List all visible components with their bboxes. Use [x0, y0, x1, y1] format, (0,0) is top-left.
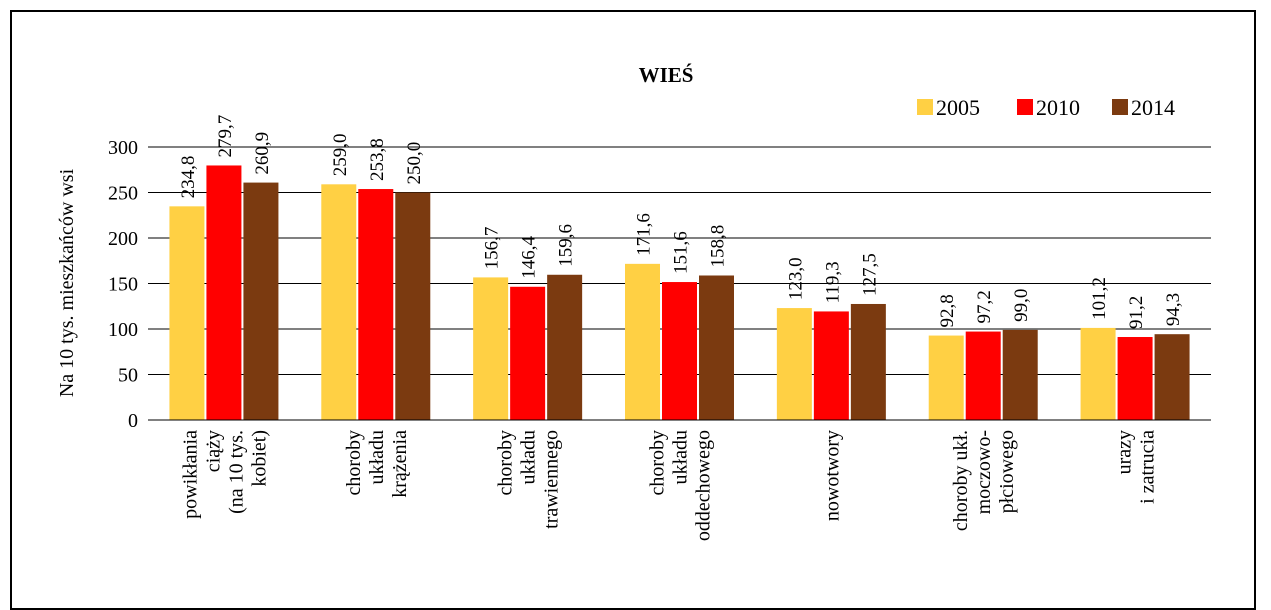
legend-swatch-2010	[1017, 99, 1033, 115]
data-label: 101,2	[1089, 277, 1110, 320]
data-label: 91,2	[1126, 296, 1147, 329]
x-tick-label: choroby	[495, 430, 517, 496]
data-label: 146,4	[519, 236, 540, 279]
bar-2014	[547, 274, 583, 420]
y-tick-label: 300	[108, 137, 138, 159]
x-tick-label: moczowo-	[973, 430, 995, 514]
data-label: 253,8	[367, 138, 388, 181]
data-label: 151,6	[671, 231, 692, 274]
bar-2010	[358, 189, 394, 420]
chart-title: WIEŚ	[639, 63, 694, 87]
y-axis-label: Na 10 tys. mieszkańców wsi	[56, 168, 78, 397]
bar-2014	[243, 182, 279, 420]
bar-2014	[699, 275, 734, 420]
x-tick-label: układu	[518, 430, 540, 484]
bar-2014	[395, 192, 431, 420]
x-tick-label: nowotwory	[821, 430, 843, 521]
legend-swatch-2014	[1112, 99, 1128, 115]
x-tick-label: choroby ukł.	[950, 430, 972, 531]
legend-swatch-2005	[917, 99, 933, 115]
x-tick-label: oddechowego	[693, 430, 715, 541]
x-tick-label: choroby	[343, 430, 365, 496]
y-tick-label: 50	[118, 365, 138, 387]
bar-2005	[1080, 327, 1116, 420]
data-label: 250,0	[404, 142, 425, 185]
data-label: 92,8	[937, 294, 958, 327]
bar-2005	[321, 184, 357, 420]
x-tick-label: trawiennego	[541, 430, 563, 529]
x-tick-labels: powikłania ciąży (na 10 tys. kobiet) choroby…	[179, 430, 1158, 541]
bar-2010	[662, 282, 697, 420]
bar-2010	[813, 311, 849, 420]
bar-2010	[510, 286, 546, 420]
data-label: 123,0	[785, 257, 806, 300]
data-label: 260,9	[252, 132, 273, 175]
data-labels: 234,8 279,7 260,9 259,0 253,8 250,0 156,7 146,4…	[178, 115, 1184, 329]
legend-label: 2010	[1036, 95, 1080, 120]
bar-2014	[1154, 334, 1190, 420]
x-tick-label: ciąży	[202, 430, 224, 472]
bar-2014	[850, 303, 886, 420]
y-tick-labels: 0 50 100 150 200 250 300	[108, 137, 138, 432]
y-tick-label: 100	[108, 319, 138, 341]
x-tick-label: płciowego	[996, 430, 1018, 513]
data-label: 99,0	[1011, 289, 1032, 322]
y-tick-label: 0	[128, 410, 138, 432]
y-tick-label: 200	[108, 228, 138, 250]
x-tick-label: choroby	[647, 430, 669, 496]
bar-2010	[965, 331, 1001, 420]
legend: 2005 2010 2014	[917, 95, 1175, 120]
data-label: 159,6	[556, 224, 577, 267]
bar-2010	[206, 165, 242, 420]
legend-label: 2014	[1131, 95, 1175, 120]
bars	[169, 165, 1190, 420]
data-label: 234,8	[178, 156, 199, 199]
bar-2005	[928, 335, 964, 420]
data-label: 171,6	[634, 213, 655, 256]
x-tick-label: i zatrucia	[1137, 430, 1159, 504]
bar-2005	[169, 206, 205, 420]
y-tick-label: 150	[108, 274, 138, 296]
data-label: 156,7	[482, 227, 503, 270]
bar-2014	[1002, 329, 1038, 420]
x-tick-label: układu	[670, 430, 692, 484]
bar-2005	[625, 263, 660, 420]
x-tick-label: powikłania	[179, 430, 201, 519]
x-tick-label: układu	[366, 430, 388, 484]
y-tick-label: 250	[108, 183, 138, 205]
data-label: 127,5	[859, 253, 880, 296]
bar-chart: 0 50 100 150 200 250 300 powikłania ciąży (na 10…	[56, 63, 1211, 541]
data-label: 259,0	[330, 134, 351, 177]
data-label: 94,3	[1163, 293, 1184, 326]
data-label: 279,7	[215, 115, 236, 158]
bar-2010	[1117, 337, 1153, 420]
data-label: 158,8	[708, 225, 729, 268]
bar-2005	[473, 277, 509, 420]
x-tick-label: krążenia	[389, 430, 411, 498]
x-tick-label: kobiet)	[248, 430, 270, 487]
data-label: 97,2	[974, 290, 995, 323]
x-tick-label: urazy	[1114, 430, 1136, 474]
legend-label: 2005	[936, 95, 980, 120]
bar-2005	[776, 308, 812, 420]
x-tick-label: (na 10 tys.	[225, 430, 247, 514]
data-label: 119,3	[822, 261, 843, 303]
